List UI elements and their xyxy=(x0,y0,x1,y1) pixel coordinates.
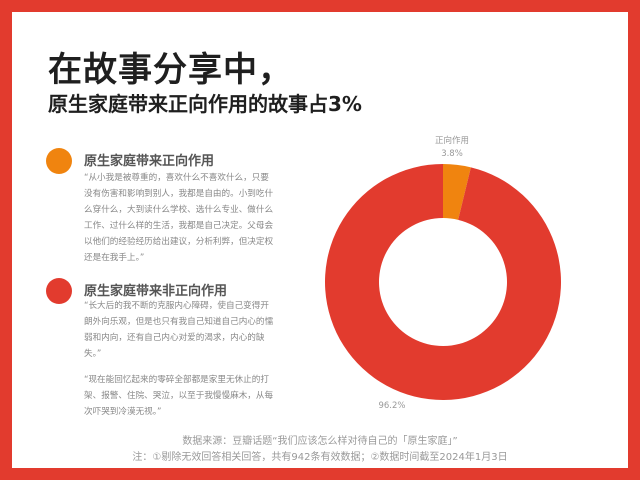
slice-name-label-0: 正向作用 xyxy=(435,135,469,146)
quote-negative-2: “现在能回忆起来的零碎全部都是家里无休止的打架、报警、住院、哭泣，以至于我慢慢麻… xyxy=(84,375,274,417)
donut-slice-1 xyxy=(324,164,561,400)
page-subtitle: 原生家庭带来正向作用的故事占3% xyxy=(48,92,362,116)
quote-negative-1: “长大后的我不断的克服内心障碍，使自己变得开朗外向乐观，但是也只有我自己知道自己… xyxy=(84,301,274,359)
data-label-0: 3.8% xyxy=(441,149,463,159)
data-note: 注：①剔除无效回答相关回答，共有942条有效数据；②数据时间截至2024年1月3… xyxy=(132,452,508,463)
data-label-1: 96.2% xyxy=(378,401,405,411)
legend-title-negative: 原生家庭带来非正向作用 xyxy=(84,284,228,299)
data-source: 数据来源：豆瓣话题“我们应该怎么样对待自己的「原生家庭」” xyxy=(182,436,458,447)
legend-section-negative: 原生家庭带来非正向作用 “长大后的我不断的克服内心障碍，使自己变得开朗外向乐观，… xyxy=(46,278,276,418)
quote-positive-1: “从小我是被尊重的，喜欢什么不喜欢什么，只要没有伤害和影响到别人，我都是自由的。… xyxy=(84,173,274,263)
donut-slice-0 xyxy=(443,164,471,220)
legend-dot-negative xyxy=(46,278,72,304)
legend-dot-positive xyxy=(46,148,72,174)
page-title: 在故事分享中， xyxy=(48,50,293,90)
legend-title-positive: 原生家庭带来正向作用 xyxy=(84,154,215,169)
legend-section-positive: 原生家庭带来正向作用 “从小我是被尊重的，喜欢什么不喜欢什么，只要没有伤害和影响… xyxy=(46,148,276,263)
